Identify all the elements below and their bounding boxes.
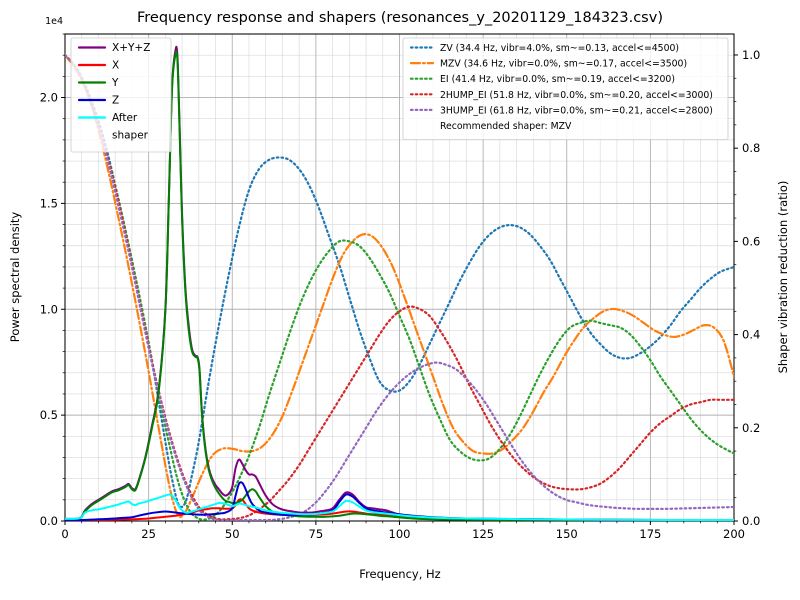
x-tick-label: 25 (141, 527, 156, 541)
legend-psd-label: Y (111, 77, 119, 89)
axis-tick-labels: 0 25 50 75 100 125 150 175 2000.00.51.01.52.00.0… (40, 48, 761, 541)
y-left-tick-label: 1.0 (40, 302, 58, 316)
legend-shapers-box (402, 37, 729, 140)
y-right-tick-label: 1.0 (742, 48, 760, 62)
y-right-tick-label: 0.4 (742, 328, 760, 342)
legend-shaper-label: EI (41.4 Hz, vibr=0.0%, sm~=0.19, accel<… (440, 74, 675, 85)
y-left-tick-label: 0.5 (40, 408, 58, 422)
x-tick-label: 150 (556, 527, 578, 541)
legend-psd-label: shaper (112, 130, 149, 142)
legend-shaper-label: 3HUMP_EI (61.8 Hz, vibr=0.0%, sm~=0.21, … (440, 105, 713, 116)
y-axis-offset-text: 1e4 (45, 16, 63, 27)
legend-psd-box (70, 37, 172, 153)
series-after-shaper (65, 493, 734, 521)
y-right-tick-label: 0.6 (742, 234, 760, 248)
legend-psd-label: After (112, 112, 138, 124)
x-tick-label: 100 (389, 527, 411, 541)
x-axis-label: Frequency, Hz (359, 567, 440, 581)
y-right-tick-label: 0.8 (742, 141, 760, 155)
axis-ticks (61, 33, 738, 525)
legend-shaper-label: MZV (34.6 Hz, vibr=0.0%, sm~=0.17, accel… (440, 59, 687, 70)
page-title: Frequency response and shapers (resonanc… (137, 10, 663, 26)
y-axis-right-label: Shaper vibration reduction (ratio) (776, 181, 790, 374)
x-tick-label: 50 (225, 527, 240, 541)
legend-shaper-label: ZV (34.4 Hz, vibr=4.0%, sm~=0.13, accel<… (440, 43, 679, 54)
series-y (65, 50, 602, 521)
y-left-tick-label: 2.0 (40, 91, 58, 105)
x-tick-label: 75 (309, 527, 324, 541)
y-right-tick-label: 0.0 (742, 514, 760, 528)
y-left-tick-label: 0.0 (40, 514, 58, 528)
series-ei (65, 53, 734, 521)
recommended-shaper-note: Recommended shaper: MZV (440, 121, 572, 132)
legend-psd[interactable]: X+Y+Z XYZ After shaper (70, 37, 172, 153)
x-tick-label: 0 (61, 527, 68, 541)
y-axis-left-label: Power spectral density (8, 212, 22, 343)
legend-psd-label: Z (112, 95, 119, 107)
y-right-tick-label: 0.2 (742, 421, 760, 435)
data-series-layer (65, 45, 734, 521)
x-tick-label: 200 (723, 527, 745, 541)
legend-psd-label: X+Y+Z (112, 42, 150, 54)
legend-shaper-label: 2HUMP_EI (51.8 Hz, vibr=0.0%, sm~=0.20, … (440, 90, 713, 101)
legend-psd-label: X (112, 60, 119, 72)
x-tick-label: 175 (639, 527, 661, 541)
legend-shapers[interactable]: ZV (34.4 Hz, vibr=4.0%, sm~=0.13, accel<… (402, 37, 729, 140)
y-left-tick-label: 1.5 (40, 196, 58, 210)
x-tick-label: 125 (472, 527, 494, 541)
